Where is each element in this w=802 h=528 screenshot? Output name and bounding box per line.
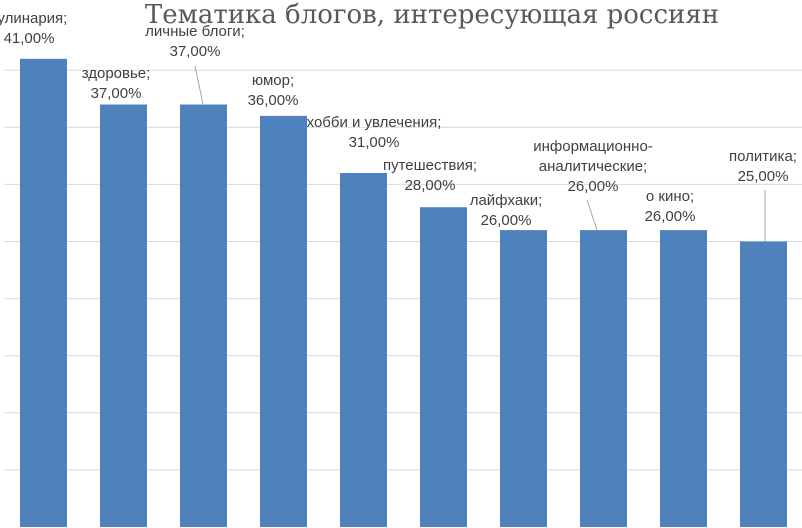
bar [340,173,387,527]
bar [180,104,227,527]
chart-title: Тематика блогов, интересующая россиян [145,0,719,30]
data-label-category: путешествия; [383,157,477,174]
data-label-value: 37,00% [170,43,221,60]
bar [420,207,467,527]
data-label-value: 26,00% [645,208,696,225]
bar [20,58,67,528]
data-label-category: хобби и увлечения; [307,114,442,131]
data-label-category: кулинария; [0,10,67,27]
data-label-category: юмор; [252,72,294,89]
data-label-value: 25,00% [738,168,789,185]
bar [500,230,547,527]
leader-line [586,199,598,231]
data-label-value: 28,00% [405,177,456,194]
data-label-category: о кино; [646,188,694,205]
data-label-value: 37,00% [91,85,142,102]
bar [580,230,627,527]
bars [20,58,787,528]
data-label-category: политика; [729,148,797,165]
bar [740,241,787,527]
data-label-value: 26,00% [568,178,619,195]
data-label-value: 31,00% [349,134,400,151]
data-label-category: аналитические; [539,158,647,175]
data-labels: кулинария; 41,00% здоровье; 37,00% личные бл… [0,10,797,229]
data-label-category: лайфхаки; [470,192,543,209]
bar [260,115,307,528]
data-label-category: здоровье; [82,65,151,82]
data-label-value: 36,00% [248,92,299,109]
data-label-value: 26,00% [481,212,532,229]
bar [660,230,707,527]
data-label-category: информационно- [533,138,653,155]
data-label-category: личные блоги; [145,23,245,40]
data-label-value: 41,00% [4,30,55,47]
leader-lines [194,65,766,241]
bar [100,104,147,527]
leader-line [194,65,204,105]
